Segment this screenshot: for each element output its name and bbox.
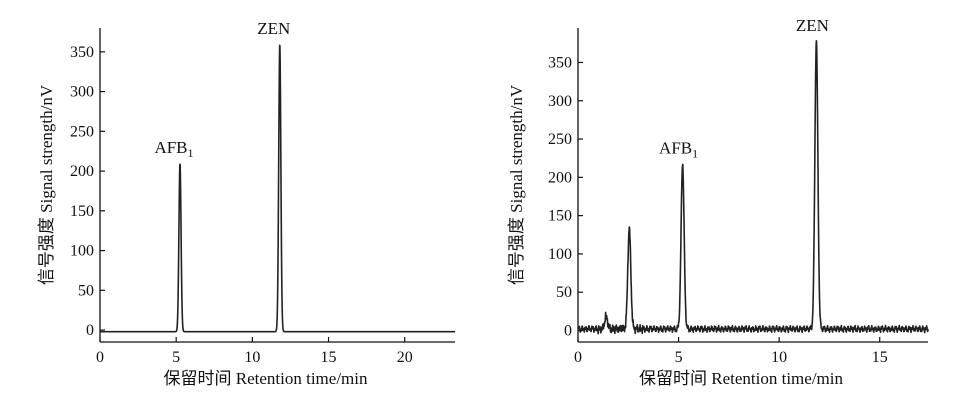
y-tick-label: 150 xyxy=(548,208,572,225)
y-tick-label: 100 xyxy=(70,243,94,260)
y-tick-label: 350 xyxy=(70,44,94,61)
x-tick-label: 15 xyxy=(321,349,337,366)
x-tick-label: 5 xyxy=(675,349,683,366)
x-tick-label: 0 xyxy=(96,349,104,366)
y-tick-label: 50 xyxy=(78,282,94,299)
x-axis-title: 保留时间 Retention time/min xyxy=(639,369,843,388)
x-tick-label: 0 xyxy=(574,349,582,366)
peak-label-subscript: 1 xyxy=(692,147,698,161)
y-tick-label: 100 xyxy=(548,246,572,263)
peak-label-text: ZEN xyxy=(796,16,829,35)
x-tick-label: 10 xyxy=(771,349,787,366)
y-axis-title: 信号强度 Signal strength/nV xyxy=(37,84,56,285)
y-tick-label: 150 xyxy=(70,203,94,220)
y-tick-label: 0 xyxy=(86,322,94,339)
peak-label-text: AFB xyxy=(154,138,187,157)
chromatogram-right: 0 50 100 150 200 250 300 350 0 5 10 15 保留时间 Retentio… xyxy=(507,16,929,388)
x-tick-label: 5 xyxy=(172,349,180,366)
x-tick-label: 10 xyxy=(244,349,260,366)
x-tick-label: 15 xyxy=(872,349,888,366)
y-axis-title: 信号强度 Signal strength/nV xyxy=(507,84,526,285)
y-tick-label: 350 xyxy=(548,54,572,71)
y-tick-label: 250 xyxy=(548,131,572,148)
y-tick-label: 300 xyxy=(70,84,94,101)
peak-label-subscript: 1 xyxy=(188,146,194,160)
y-tick-label: 300 xyxy=(548,93,572,110)
y-tick-label: 0 xyxy=(564,323,572,340)
peak-label: AFB1 xyxy=(154,138,193,160)
y-tick-label: 200 xyxy=(70,163,94,180)
x-axis-title: 保留时间 Retention time/min xyxy=(164,369,368,388)
y-tick-label: 200 xyxy=(548,169,572,186)
peak-label-text: AFB xyxy=(659,139,692,158)
y-tick-label: 50 xyxy=(556,284,572,301)
peak-label: ZEN xyxy=(257,19,290,38)
peak-label: ZEN xyxy=(796,16,829,35)
peak-label: AFB1 xyxy=(659,139,698,161)
y-tick-label: 250 xyxy=(70,123,94,140)
chromatogram-trace xyxy=(99,44,456,333)
peak-label-text: ZEN xyxy=(257,19,290,38)
x-tick-label: 20 xyxy=(397,349,413,366)
chromatogram-trace xyxy=(577,39,929,335)
chromatogram-left: 0 50 100 150 200 250 300 350 0 5 10 15 20 保留时间 Retent… xyxy=(37,19,456,388)
